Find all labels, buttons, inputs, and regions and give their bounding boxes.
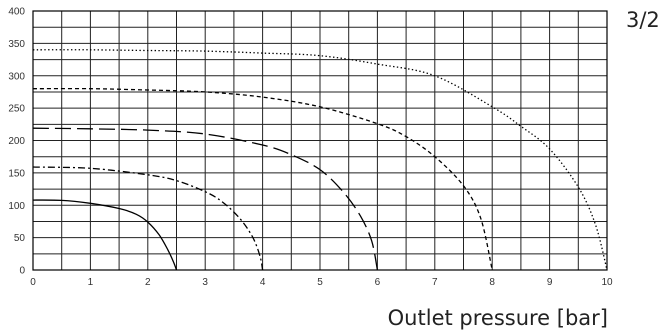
- series-curve-2-dash-dot: [32, 166, 264, 271]
- series-curve-4-dashed: [32, 87, 493, 271]
- x-tick-label: 8: [489, 277, 495, 288]
- x-axis-title: Outlet pressure [bar]: [388, 306, 608, 330]
- corner-label: 3/2: [626, 8, 660, 32]
- x-tick-label: 2: [145, 277, 151, 288]
- series-curve-1-solid: [32, 199, 178, 271]
- y-tick-label: 50: [14, 233, 26, 244]
- x-tick-label: 5: [317, 277, 323, 288]
- x-tick-label: 4: [260, 277, 266, 288]
- x-tick-label: 6: [375, 277, 381, 288]
- x-tick-label: 1: [88, 277, 94, 288]
- x-axis-ticks: 0 1 2 3 4 5 6 7 8 9 10: [30, 277, 613, 288]
- y-axis-ticks: 0 50 100 150 200 250 300 350 400: [8, 7, 25, 277]
- y-tick-label: 350: [8, 39, 25, 50]
- y-tick-label: 250: [8, 104, 25, 115]
- x-tick-label: 10: [601, 277, 613, 288]
- y-tick-label: 400: [8, 7, 25, 18]
- y-tick-label: 100: [8, 201, 25, 212]
- x-tick-label: 0: [30, 277, 36, 288]
- plot-frame: [32, 10, 608, 271]
- chart-series: [32, 49, 608, 271]
- y-tick-label: 150: [8, 168, 25, 179]
- y-tick-label: 0: [19, 266, 25, 277]
- y-tick-label: 200: [8, 136, 25, 147]
- x-tick-label: 7: [432, 277, 438, 288]
- x-tick-label: 3: [202, 277, 208, 288]
- x-tick-label: 9: [547, 277, 553, 288]
- chart-grid: [32, 10, 608, 271]
- y-tick-label: 300: [8, 71, 25, 82]
- series-curve-3-long-dash: [32, 127, 379, 271]
